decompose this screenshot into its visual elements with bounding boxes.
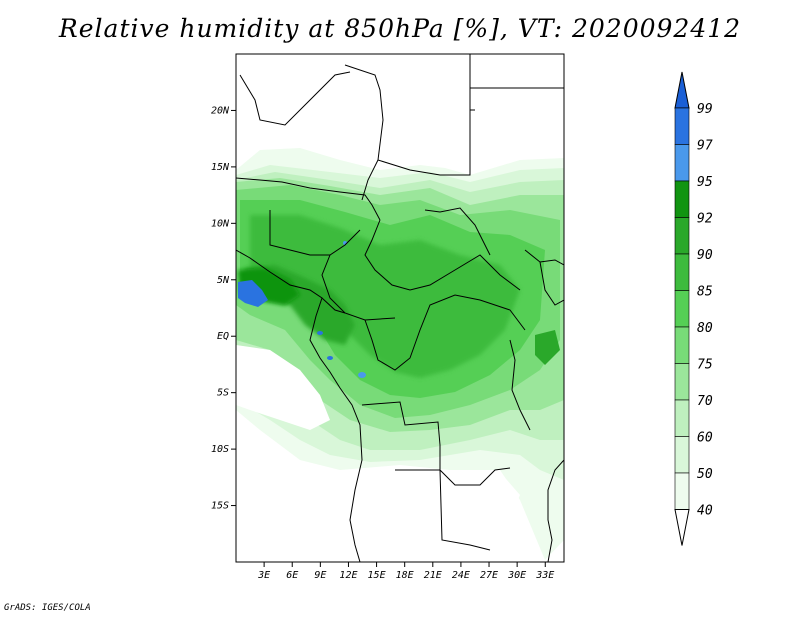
coastline-east [547,459,564,562]
colorbar-segment [674,290,690,328]
borders-coastlines [236,54,564,562]
colorbar-segment [674,363,690,401]
colorbar-label: 90 [697,248,713,263]
grads-credit: GrADS: IGES/COLA [4,603,91,613]
lat-tick-label: 10S [211,444,229,455]
border-drc-angola [361,401,511,486]
humidity-band-95-guinea [238,280,268,307]
lat-tick-label: EQ [217,331,229,342]
lon-tick-label: 12E [339,570,357,581]
colorbar-segment [674,326,690,364]
longitude-axis: 3E 6E 9E 12E 15E 18E 21E 24E 27E 30E 33E [257,562,554,581]
border-egypt-sudan [469,54,475,111]
colorbar-segment [674,436,690,474]
colorbar-top-arrow [674,71,690,109]
colorbar-label: 80 [697,321,713,336]
colorbar-segment [674,472,690,510]
lon-tick-label: 9E [314,570,326,581]
border-northwest [239,71,351,126]
colorbar-label: 70 [697,394,713,409]
colorbar-label: 85 [697,285,713,300]
border-cameroon [321,254,396,321]
lat-tick-label: 5S [217,388,229,399]
map-frame [235,53,565,563]
colorbar-segment [674,399,690,437]
colorbar-segment [674,217,690,255]
map-title: Relative humidity at 850hPa [%], VT: 202… [58,14,742,43]
colorbar-segment [674,144,690,182]
lon-tick-label: 24E [452,570,470,581]
border-lake-region [509,339,531,431]
colorbar-label: 40 [697,504,713,519]
border-libya-chad [377,110,471,176]
humidity-band-85 [250,215,520,378]
colorbar-label: 50 [697,467,713,482]
lat-tick-label: 10N [211,218,230,229]
colorbar-segment [674,253,690,291]
lon-tick-label: 3E [257,570,270,581]
colorbar-label: 97 [697,139,713,154]
border-gabon [321,297,346,314]
dry-ocean-region [236,345,330,430]
coastline-west [236,249,363,562]
lon-tick-label: 21E [424,570,442,581]
border-nigeria [269,210,361,256]
lat-tick-label: 20N [211,105,230,116]
colorbar-label: 75 [697,358,713,373]
lon-tick-label: 15E [368,570,386,581]
lon-tick-label: 18E [396,570,414,581]
humidity-band-95-spot-b [327,356,333,360]
lat-tick-label: 15N [211,162,230,173]
border-congo-car [364,294,526,371]
latitude-axis: 20N 15N 10N 5N EQ 5S 10S 15S [211,105,236,512]
border-east [524,249,564,266]
colorbar-segment [674,180,690,218]
border-angola-zambia [395,469,491,551]
east-africa-patch [535,330,560,365]
lon-tick-label: 30E [507,570,526,581]
lon-tick-label: 6E [286,570,298,581]
lon-tick-label: 33E [535,570,554,581]
border-horn [539,261,564,306]
lat-tick-label: 5N [217,275,230,286]
humidity-band-95-spot-a [317,331,323,335]
colorbar-label: 92 [697,212,713,227]
border-sudan [424,207,491,256]
colorbar-label: 60 [697,431,713,446]
humidity-field [236,148,564,562]
colorbar-bottom-arrow [674,509,690,546]
border-chad [364,219,521,291]
border-sahel [236,177,381,221]
dry-southern-region [340,465,520,562]
colorbar: 99 97 95 92 90 85 80 75 70 60 50 40 [674,71,713,546]
lon-tick-label: 27E [480,570,498,581]
colorbar-segment [674,107,690,145]
lat-tick-label: 15S [211,501,229,512]
humidity-band-95-spot-c [358,372,366,378]
colorbar-label: 95 [697,175,713,190]
border-libya-north [344,64,384,201]
colorbar-label: 99 [697,102,713,117]
